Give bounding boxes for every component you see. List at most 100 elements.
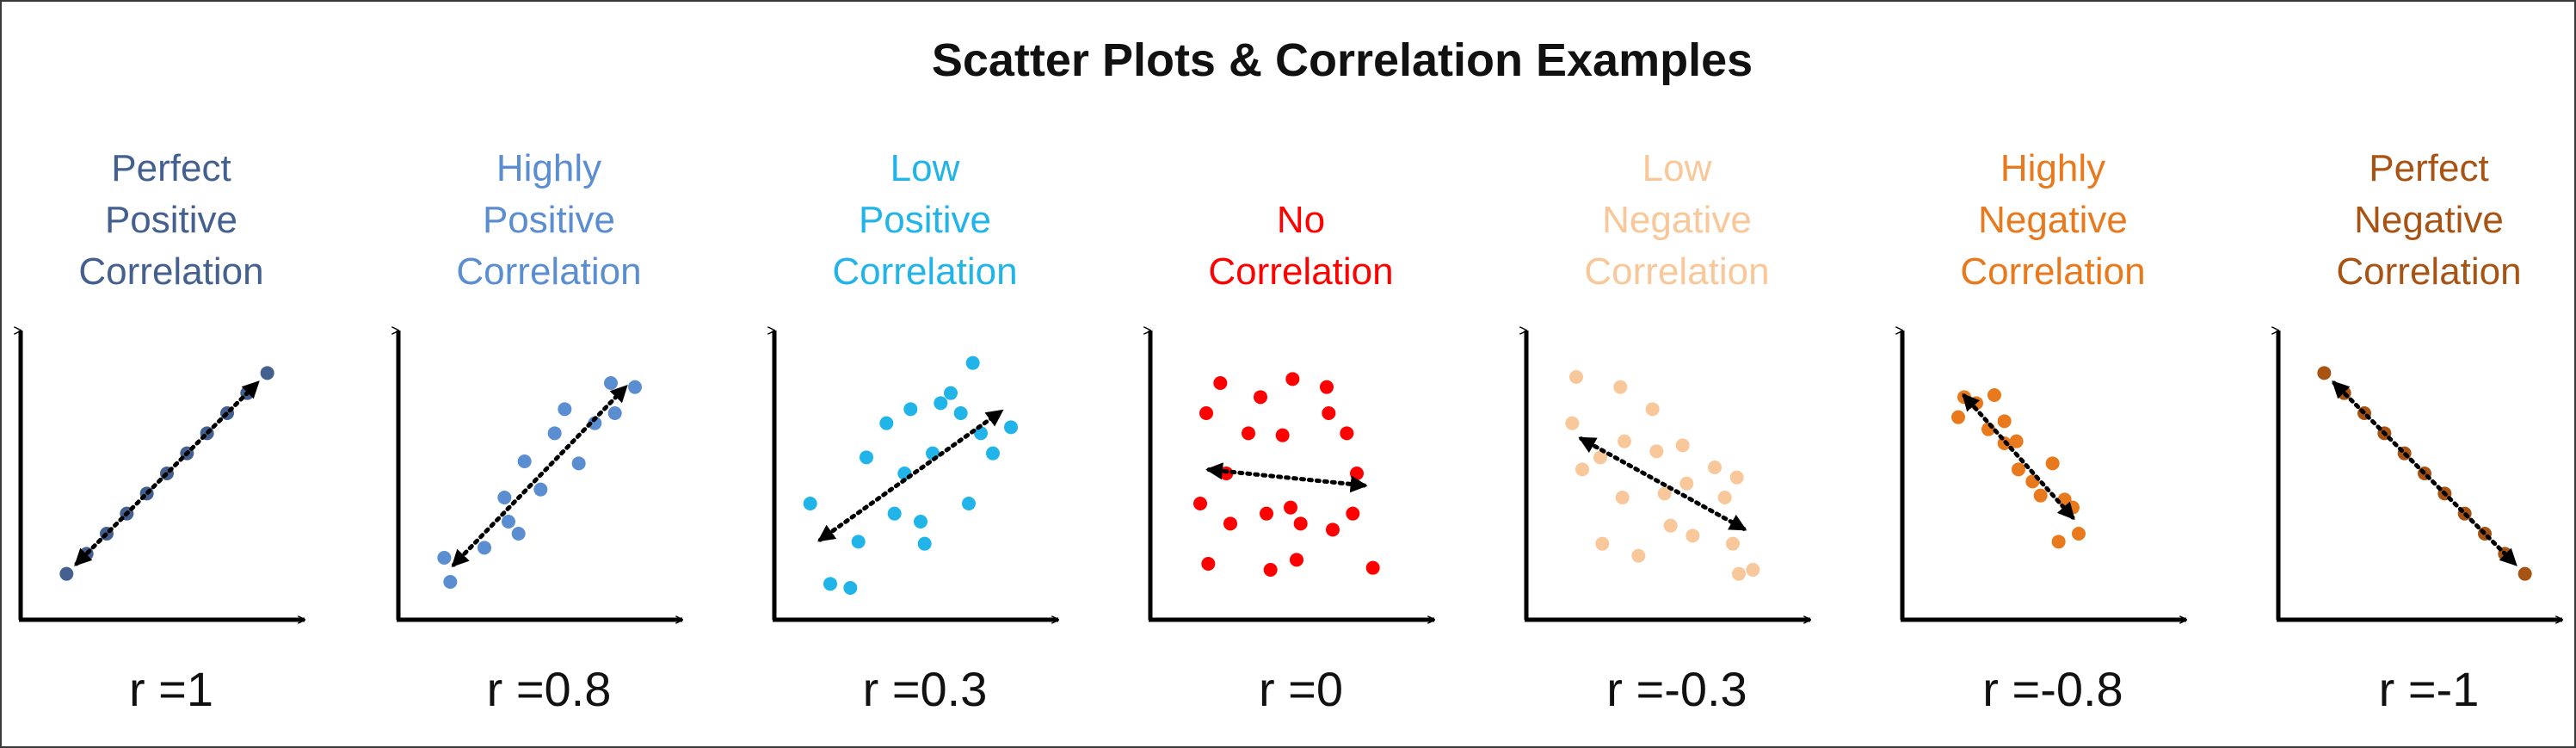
data-point [962,497,976,510]
data-point [260,366,274,380]
data-point [1708,461,1722,474]
panel-label-line: Low [1642,147,1712,189]
data-point [2012,462,2025,477]
panels-group: Perfect Positive Correlation r =1 Highly Posi… [19,147,2562,716]
trend-arrow [74,380,260,566]
panel-label-line: Correlation [832,250,1017,293]
data-point [944,386,958,400]
data-point [1569,370,1583,384]
data-point [1199,406,1213,420]
panel-6: Highly Negative Correlation r =-0.8 [1901,147,2186,716]
data-point [1649,444,1664,459]
r-value-label: r =-0.8 [1982,662,2123,716]
data-point [558,402,572,417]
data-point [1726,536,1740,551]
data-point [1717,491,1732,504]
data-point [59,566,74,581]
data-point [1293,516,1308,531]
data-point [1675,438,1690,453]
data-point [571,456,586,471]
panel-label-line: Negative [1978,199,2128,241]
data-point [1565,416,1580,430]
r-value-label: r =0 [1259,662,1343,716]
data-point [1346,506,1360,521]
data-point [2045,456,2060,471]
panel-label-line: Correlation [78,250,263,293]
data-point [1595,536,1610,551]
data-point [607,406,622,420]
data-point [511,527,526,541]
data-point [1223,516,1237,531]
data-point [860,450,873,465]
data-point [917,536,932,551]
data-point [1987,388,2001,402]
trend-arrow [1578,436,1747,531]
data-point [1746,563,1760,577]
data-point [1242,426,1255,441]
data-point [1575,462,1589,477]
data-point [1631,548,1646,563]
data-point [2072,527,2086,541]
data-point [1613,380,1628,394]
panel-label-line: Correlation [1584,250,1769,293]
panel-label-line: No [1277,199,1325,241]
panel-5: Low Negative Correlation r =-0.3 [1525,147,1810,716]
data-point [1284,500,1297,515]
data-point [1004,420,1018,435]
panel-2: Highly Positive Correlation r =0.8 [397,147,682,716]
data-point [1193,497,1207,510]
data-point [604,376,618,390]
data-point [1997,414,2012,429]
panel-4: No Correlation r =0 [1149,199,1434,716]
data-point [497,491,512,504]
data-point [914,515,927,529]
data-point [843,581,858,595]
data-point [2517,566,2532,581]
panel-label-line: Correlation [1208,250,1393,293]
trend-arrow [451,384,628,567]
data-point [1322,406,1336,420]
data-point [1201,557,1216,571]
data-point [628,380,642,394]
data-point [2051,535,2066,549]
data-point [986,446,1000,461]
panel-label-line: Highly [496,147,601,189]
data-point [851,535,866,549]
panel-3: Low Positive Correlation r =0.3 [773,147,1058,716]
data-point [934,396,948,411]
data-point [1618,434,1631,448]
panel-label-line: Perfect [111,147,231,189]
data-point [1729,470,1744,485]
data-point [1645,402,1660,417]
r-value-label: r =-1 [2379,662,2480,716]
data-point [1685,529,1700,543]
panel-label-line: Negative [2354,199,2504,241]
data-point [1213,376,1228,390]
panel-7: Perfect Negative Correlation r =-1 [2277,147,2562,716]
data-point [1951,410,1965,424]
data-point [517,454,532,468]
trend-arrow [2332,380,2517,566]
data-point [953,406,968,420]
data-point [887,506,902,521]
panel-label-line: Positive [483,199,615,241]
data-point [1290,553,1303,567]
data-point [823,577,837,591]
chart-title: Scatter Plots & Correlation Examples [932,34,1753,86]
r-value-label: r =0.3 [863,662,988,716]
trend-arrow [1962,393,2075,521]
data-point [502,515,515,529]
data-point [437,551,452,565]
panel-label-line: Correlation [1960,250,2145,293]
trend-arrow [817,409,1004,542]
data-point [1615,491,1630,504]
panel-label-line: Positive [859,199,991,241]
panel-label-line: Correlation [2336,250,2521,293]
panel-label-line: Low [891,147,960,189]
data-point [2033,488,2048,503]
data-point [1350,467,1364,480]
data-point [1320,380,1334,394]
data-point [1260,506,1273,521]
r-value-label: r =0.8 [487,662,612,716]
